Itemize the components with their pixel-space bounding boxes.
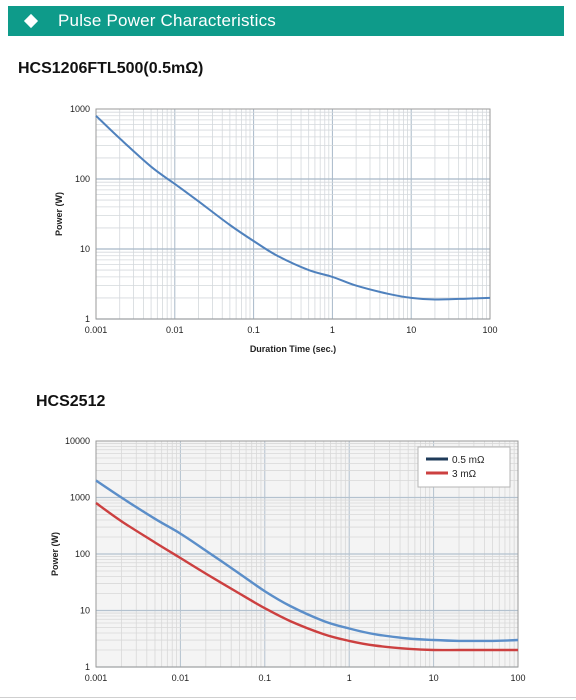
chart2-series-line-2 [95,502,518,652]
chart2-x-tick-label: 10 [429,673,439,683]
chart2-x-tick-label: 0.01 [172,673,190,683]
chart2-y-tick-label: 10 [80,606,90,616]
chart1-x-tick-label: 0.1 [247,325,260,335]
section-banner: Pulse Power Characteristics [8,6,564,36]
chart2-legend-label: 3 mΩ [452,469,477,480]
pulse-power-chart-hcs1206: 0.001 0.01 0.1 1 10 100 1 10 100 1000 Duration Tim… [54,104,498,354]
chart1-x-tick-label: 0.001 [85,325,108,335]
chart1-y-axis-label: Power (W) [54,192,64,236]
chart1-plot-border [95,108,491,320]
chart1-y-tick-label: 1000 [70,104,90,114]
chart1-y-tick-label: 100 [75,174,90,184]
chart2-y-tick-label: 10000 [65,436,90,446]
diamond-icon [23,13,39,29]
chart1-y-tick-label: 10 [80,244,90,254]
chart2-x-tick-label: 100 [510,673,525,683]
chart2-y-tick-label: 1 [85,662,90,672]
chart2-x-tick-label: 1 [347,673,352,683]
chart1-heading: HCS1206FTL500(0.5mΩ) [18,60,204,77]
chart1-y-tick-label: 1 [85,314,90,324]
chart2-legend-label: 0.5 mΩ [452,455,485,466]
chart1-x-tick-label: 10 [406,325,416,335]
chart2-y-tick-label: 1000 [70,493,90,503]
chart2-x-tick-label: 0.001 [85,673,108,683]
chart2-plot-border [95,440,519,668]
chart2-legend-box [417,446,511,488]
chart2-legend: 0.5 mΩ 3 mΩ [417,446,511,488]
chart1-series-line-1 [95,115,491,301]
chart2-x-tick-label: 0.1 [259,673,272,683]
pulse-power-chart-hcs2512: 0.001 0.01 0.1 1 10 100 1 10 100 1000 10000 Power (… [50,436,526,683]
chart1-plot-area [96,109,490,319]
section-title: Pulse Power Characteristics [58,11,276,30]
chart2-y-tick-label: 100 [75,549,90,559]
chart2-heading: HCS2512 [36,393,106,410]
chart1-x-tick-label: 1 [330,325,335,335]
chart1-x-tick-label: 0.01 [166,325,184,335]
chart2-series-line-1 [95,479,519,643]
chart1-x-tick-label: 100 [482,325,497,335]
bottom-divider [0,697,576,698]
chart1-x-axis-label: Duration Time (sec.) [250,344,336,354]
chart2-y-axis-label: Power (W) [50,532,60,576]
